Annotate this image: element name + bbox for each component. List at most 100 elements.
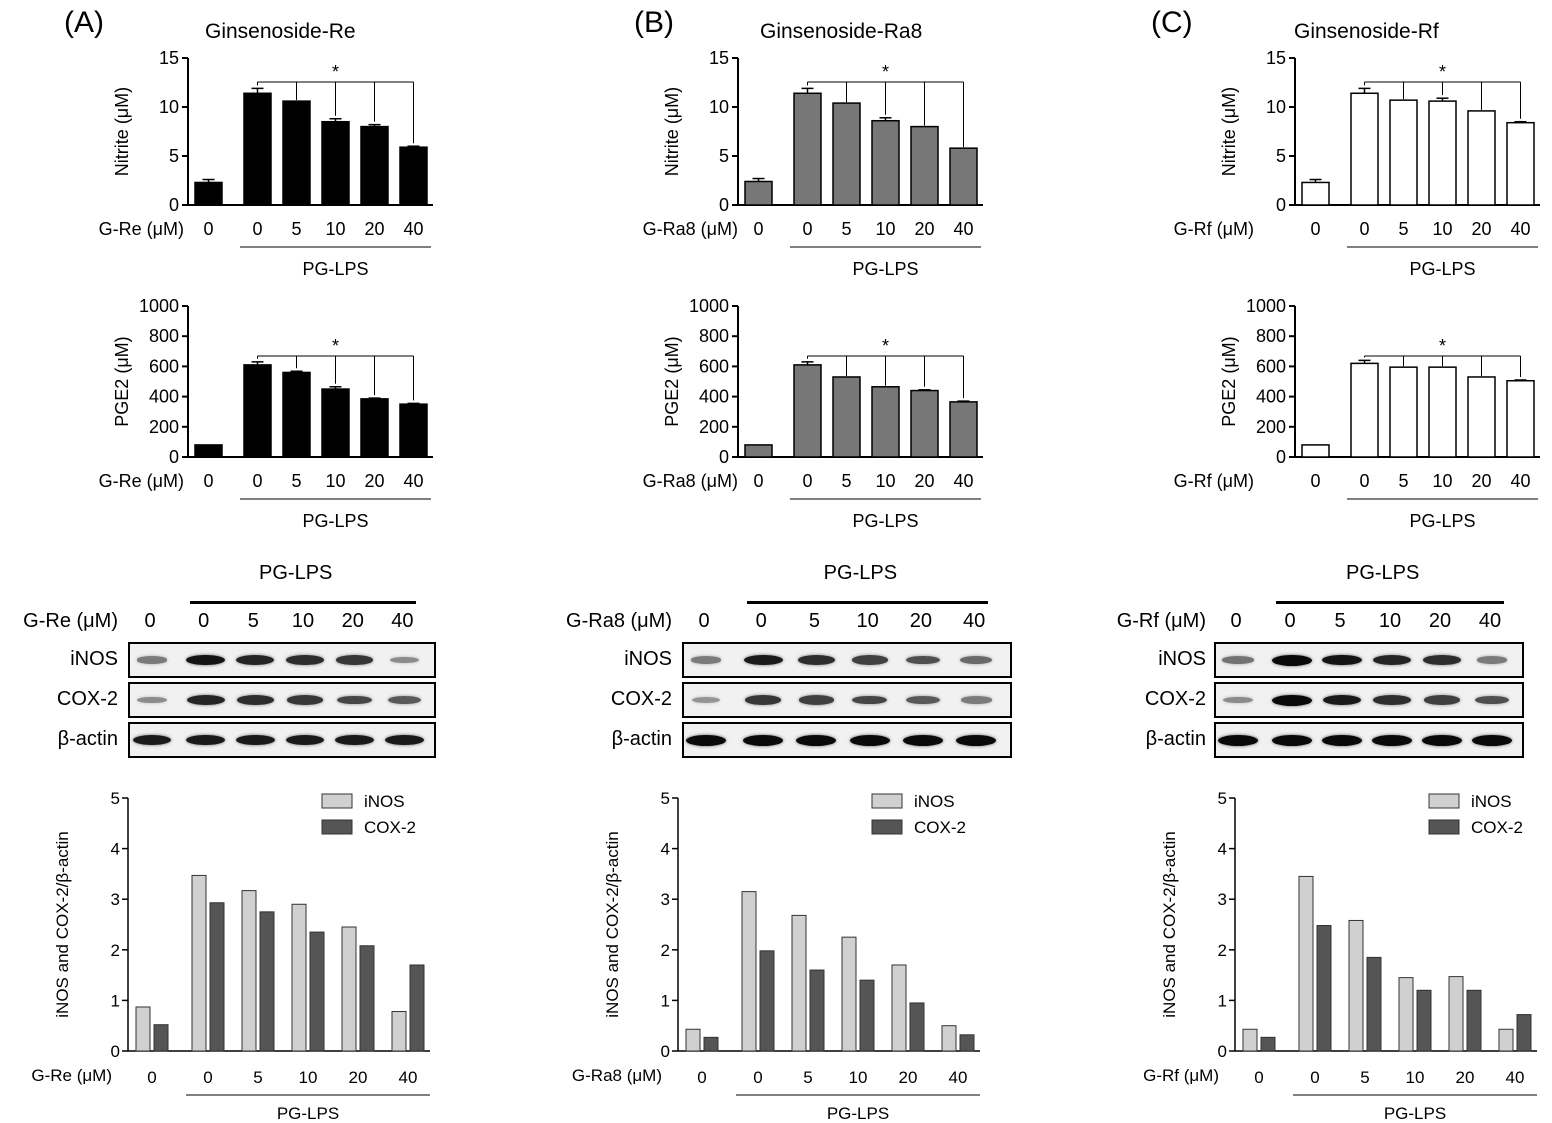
protein-band [956,734,997,746]
y-tick-label: 600 [699,356,729,376]
bar [282,371,311,458]
y-axis-label: Nitrite (μM) [112,87,132,176]
blot-strip [128,722,436,758]
y-tick-label: 800 [1256,326,1286,346]
bar-cox2 [209,902,225,1052]
bar-inos [891,964,907,1052]
x-axis-label: G-Ra8 (μM) [643,219,738,239]
lane-label: 0 [755,610,767,632]
x-tick-label: 40 [399,1068,418,1087]
lane-label: 0 [1230,610,1242,632]
protein-band [236,695,274,705]
y-axis-label: iNOS and COX-2/β-actin [603,831,622,1017]
x-tick-label: 0 [802,471,812,491]
y-axis-label: PGE2 (μM) [112,336,132,426]
significance-star: * [1439,336,1446,356]
lane-label: 0 [698,610,710,632]
bar-cox2 [153,1024,169,1052]
protein-band [236,734,275,746]
bar-cox2 [259,911,275,1052]
y-tick-label: 1 [1218,991,1227,1010]
bar-inos [341,926,357,1052]
blot-strip [128,642,436,678]
protein-band [389,656,420,664]
lane-label: 10 [291,610,315,632]
lane-label: 0 [198,610,210,632]
blot-strip [682,642,1012,678]
y-tick-label: 1000 [139,296,179,316]
bar [1350,92,1379,206]
y-tick-label: 10 [159,97,179,117]
bar [744,180,773,206]
y-tick-label: 0 [111,1042,120,1061]
group-label: PG-LPS [852,511,918,530]
protein-band [286,695,324,705]
y-tick-label: 600 [1256,356,1286,376]
bar [360,398,389,458]
bar [360,125,389,206]
densitometry-chart: 0 1 2 3 4 5 iNOS and COX-2/β-actin iNOS COX-2 G-R… [31,789,430,1123]
blot-row-label: iNOS [624,648,672,670]
x-axis-label: G-Ra8 (μM) [572,1066,662,1085]
panel-letter: (C) [1151,6,1193,39]
x-axis-label: G-Re (μM) [99,219,184,239]
x-tick-label: 10 [849,1068,868,1087]
protein-band [743,734,784,746]
lane-label: 0 [1284,610,1296,632]
y-tick-label: 3 [661,890,670,909]
x-tick-label: 5 [841,471,851,491]
group-label: PG-LPS [259,562,333,584]
protein-band [1424,695,1460,705]
bar [1467,376,1496,458]
blot-strip [1214,722,1524,758]
legend-swatch [1428,819,1460,835]
western-blot: PG-LPS G-Rf (μM) 0 0 5 10 20 40 iNOS COX-2 β-actin [1040,560,1552,765]
protein-band [335,734,374,746]
blot-row-label: β-actin [1145,728,1206,750]
y-tick-label: 5 [661,789,670,808]
x-tick-label: 5 [1360,1068,1369,1087]
bar-cox2 [759,950,775,1052]
bar-cox2 [959,1034,975,1052]
legend-label: COX-2 [1471,818,1523,837]
bar-inos [1498,1028,1514,1052]
y-tick-label: 2 [111,941,120,960]
bar [1350,362,1379,458]
bar [399,146,428,206]
protein-band [337,695,373,705]
bar-cox2 [309,931,325,1052]
protein-band [905,655,941,665]
bar-inos [941,1025,957,1052]
protein-band [902,734,943,746]
protein-band [186,734,225,746]
y-axis-label: PGE2 (μM) [1219,336,1239,426]
protein-band [797,655,836,665]
protein-band [852,695,888,705]
pge2-chart: 0 200 400 600 800 1000 PGE2 (μM) * G-Re (μM) 0 0 5 1… [99,296,433,530]
y-tick-label: 5 [719,146,729,166]
bar [399,403,428,458]
y-tick-label: 1000 [1246,296,1286,316]
legend-swatch [871,793,903,809]
bar [871,386,900,458]
y-axis-label: PGE2 (μM) [662,336,682,426]
protein-band [186,654,226,666]
group-line [1276,601,1504,604]
y-tick-label: 15 [1266,48,1286,68]
x-tick-label: 20 [364,471,384,491]
y-tick-label: 15 [709,48,729,68]
x-tick-label: 0 [1359,219,1369,239]
y-tick-label: 600 [149,356,179,376]
protein-band [286,655,324,665]
protein-band [960,696,992,704]
bar-cox2 [809,969,825,1052]
nitrite-chart: 0 5 10 15 Nitrite (μM) * G-Rf (μM) 0 0 5 10 20 40 PG-… [1174,48,1540,279]
x-tick-label: 40 [403,219,423,239]
lane-label: 0 [144,610,156,632]
panel-title: Ginsenoside-Re [205,20,356,43]
x-tick-label: 20 [349,1068,368,1087]
y-tick-label: 0 [719,195,729,215]
y-tick-label: 800 [699,326,729,346]
blot-row-label: COX-2 [56,688,118,710]
x-axis-label: G-Re (μM) [99,471,184,491]
